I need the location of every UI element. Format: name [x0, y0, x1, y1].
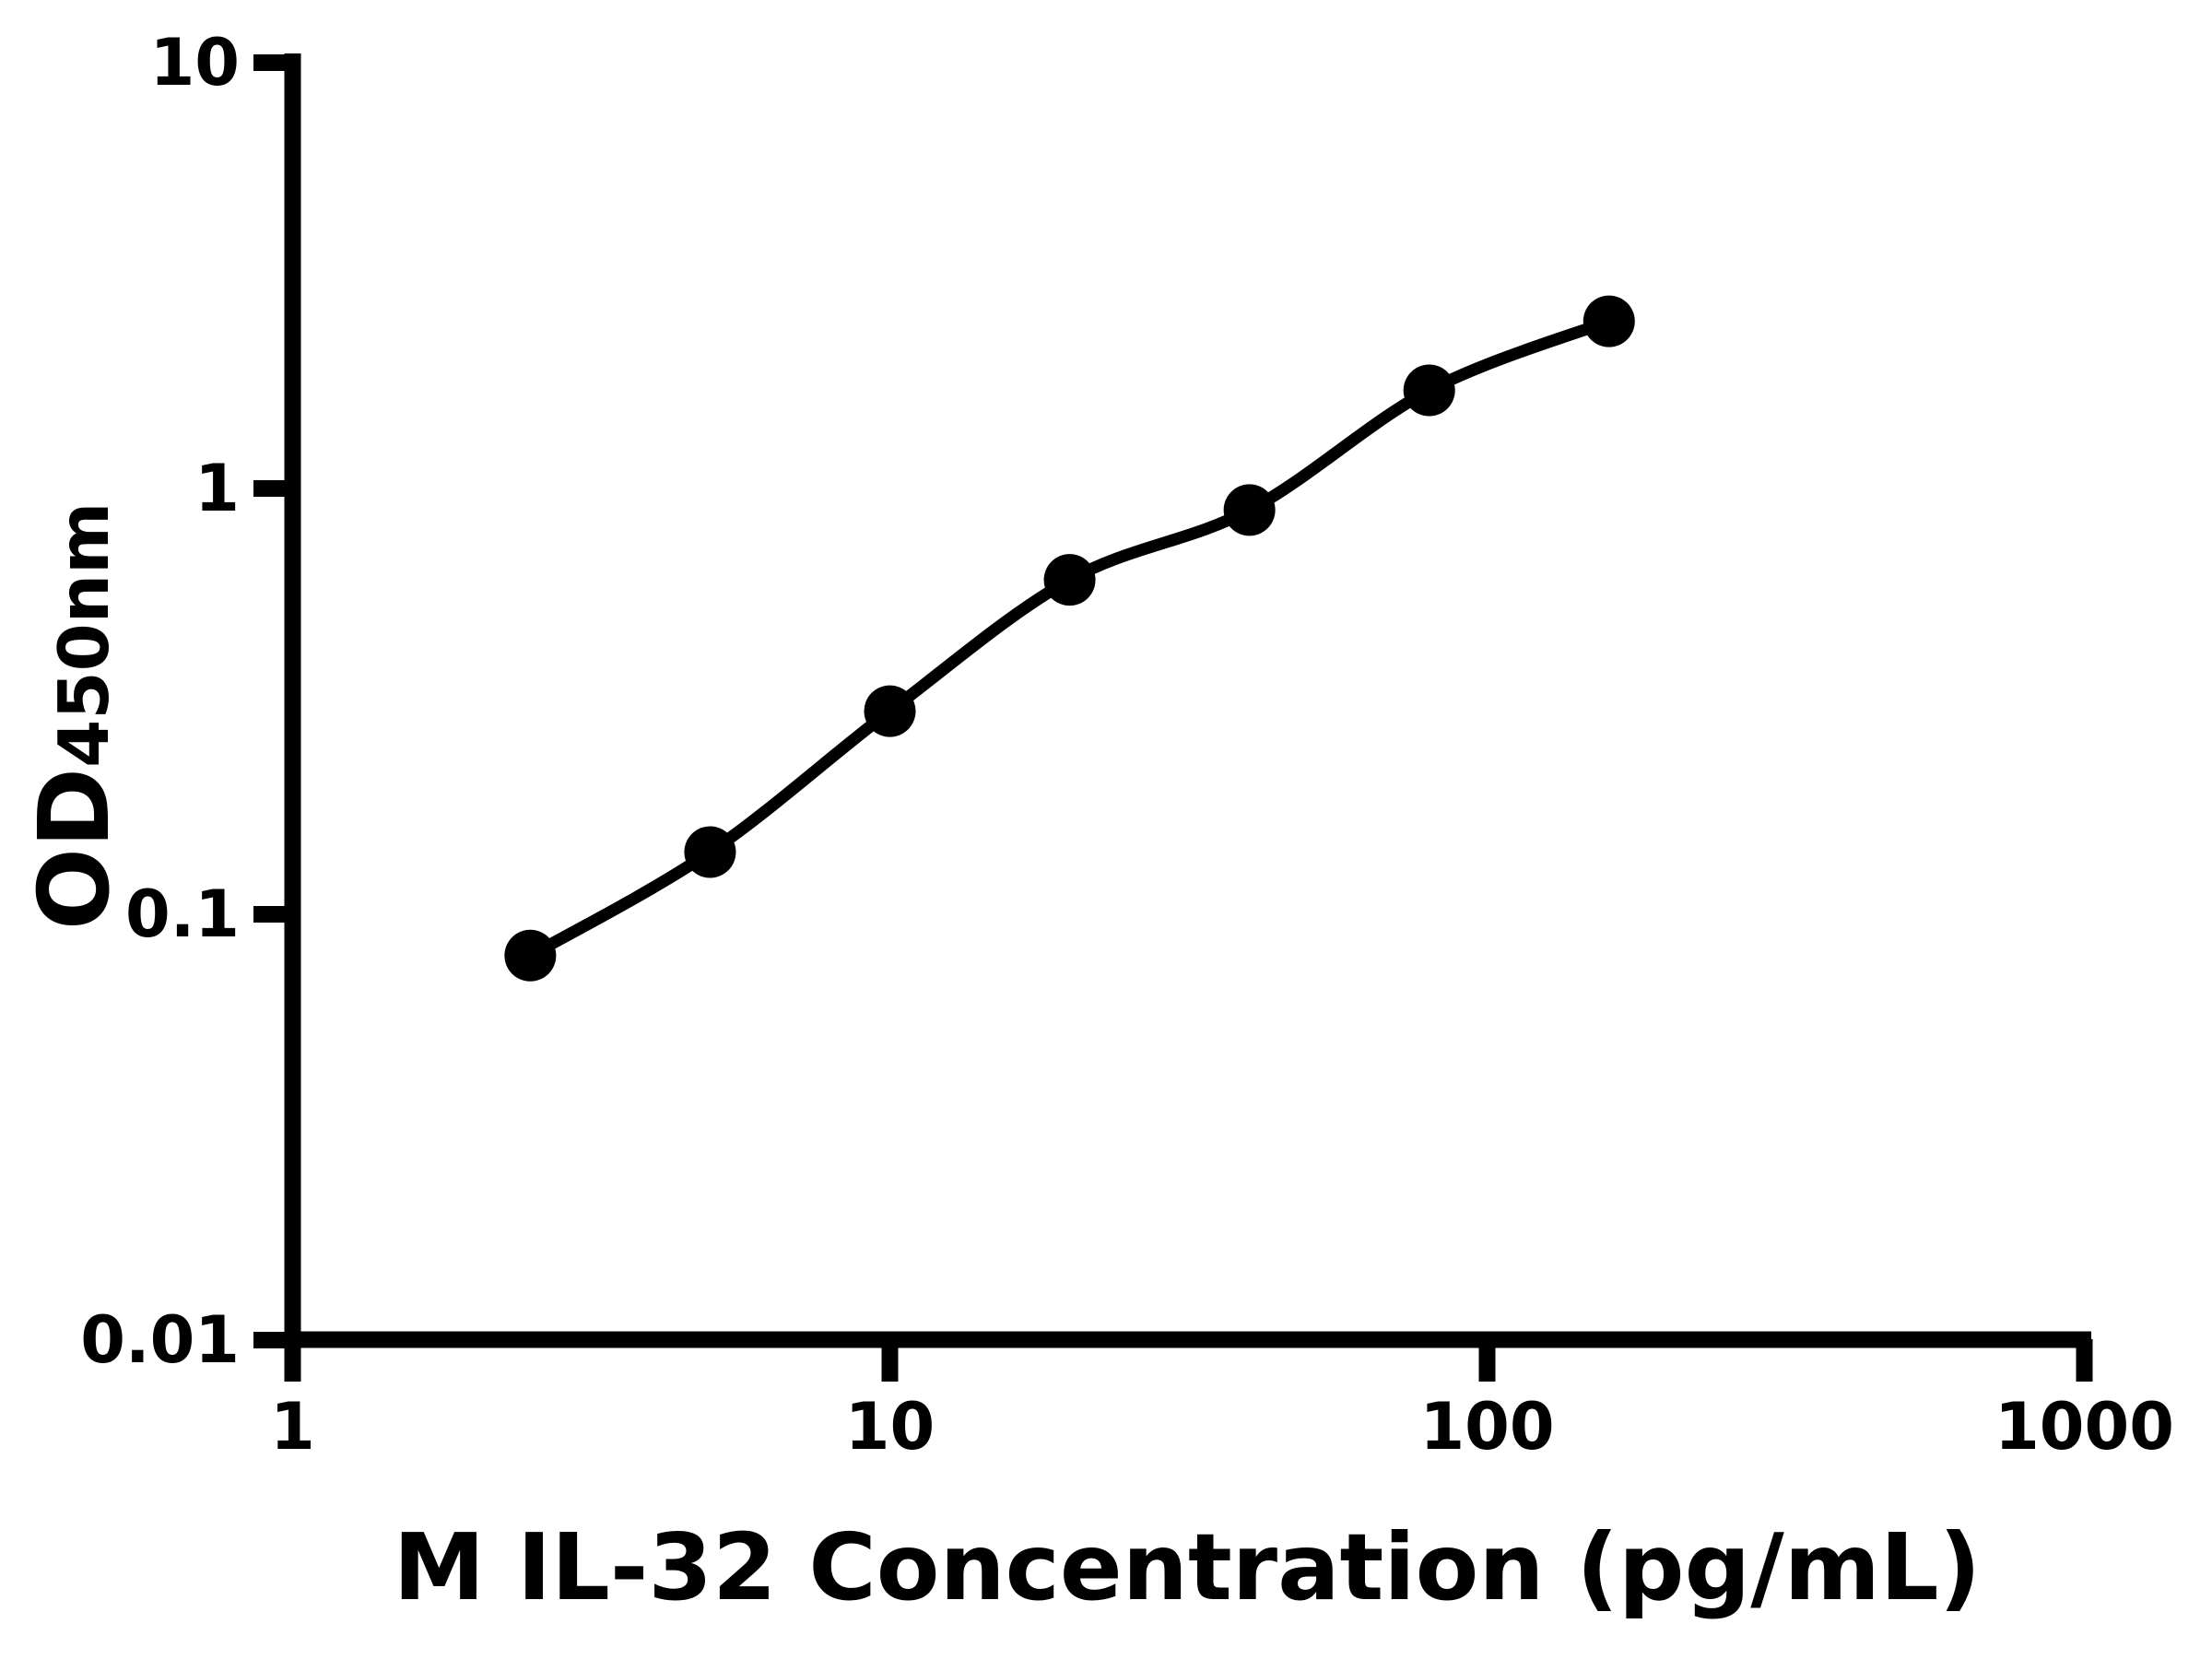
x-tick-label: 10	[845, 1389, 935, 1465]
y-axis-title: OD450nm	[18, 502, 131, 931]
y-tick-label: 10	[150, 25, 240, 100]
data-point	[1403, 364, 1455, 417]
y-tick-label: 1	[194, 451, 240, 526]
data-point	[1223, 484, 1276, 536]
y-axis-title-main: OD	[18, 768, 131, 930]
standard-curve-series	[504, 295, 1635, 982]
data-point	[1043, 554, 1096, 606]
x-tick-label: 1000	[1994, 1389, 2174, 1465]
axes-layer: 10 1 0.1 0.01 1 10 100 1000	[80, 25, 2174, 1465]
x-axis-title: M IL-32 Concentration (pg/mL)	[394, 1513, 1982, 1621]
data-point	[1583, 295, 1635, 347]
y-axis-title-subscript: 450nm	[43, 502, 124, 768]
y-tick-label: 0.1	[125, 877, 240, 952]
data-point	[504, 929, 557, 982]
data-point	[864, 685, 916, 737]
data-point	[684, 826, 736, 878]
x-tick-label: 100	[1419, 1389, 1554, 1465]
x-tick-label: 1	[270, 1389, 315, 1465]
y-tick-label: 0.01	[80, 1302, 240, 1378]
